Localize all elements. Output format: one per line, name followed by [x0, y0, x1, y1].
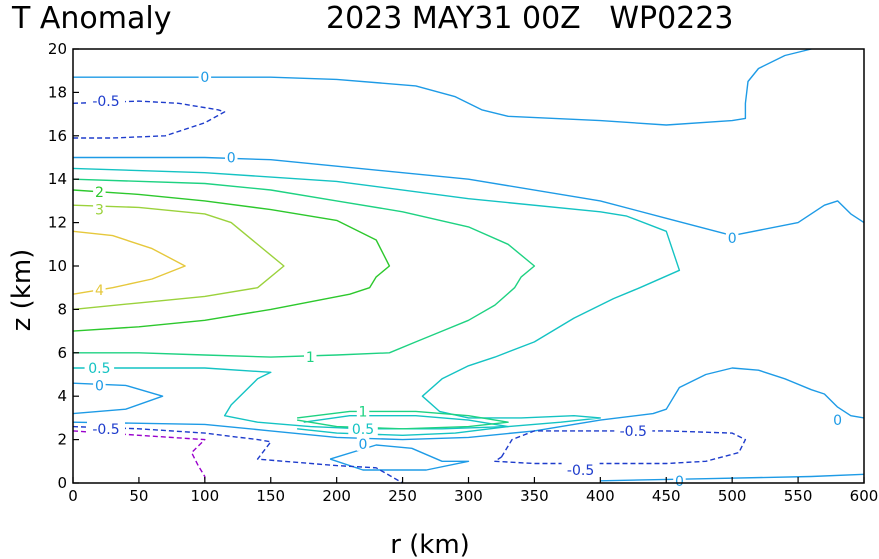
contour-line-neg0p5-14 [72, 425, 403, 484]
contour-label-bg-8 [84, 360, 115, 375]
contour-label-bg-13 [356, 435, 370, 451]
contour-label-bg-15 [831, 412, 844, 428]
x-tick-label-400: 400 [586, 487, 615, 505]
y-tick-label-6: 6 [57, 344, 67, 362]
y-tick-label-0: 0 [57, 474, 67, 492]
contour-line-0p5-6 [72, 167, 681, 430]
y-tick-label-18: 18 [48, 83, 67, 101]
contour-label-bg-16 [561, 462, 600, 477]
contour-line-0-0 [73, 48, 812, 126]
contour-label-bg-4 [93, 201, 106, 217]
contour-line-neg0p5-13 [72, 100, 226, 139]
contour-label-bg-14 [614, 422, 653, 438]
x-tick-label-450: 450 [652, 487, 681, 505]
x-tick-label-350: 350 [520, 487, 549, 505]
contour-line-4-12 [72, 230, 186, 295]
contour-label-bg-2 [225, 149, 238, 165]
contour-line-0-3 [72, 367, 865, 441]
contour-label-6: 4 [95, 283, 104, 299]
contour-label-bg-5 [725, 229, 739, 245]
contour-line-0-2 [72, 382, 164, 415]
chart-title-left: T Anomaly [11, 1, 171, 36]
y-tick-label-10: 10 [48, 257, 67, 275]
x-tick-label-50: 50 [129, 487, 148, 505]
x-tick-label-150: 150 [256, 487, 285, 505]
contour-line-3-11 [72, 204, 285, 311]
contour-label-bg-17 [673, 472, 686, 488]
contour-line-0-4 [329, 444, 470, 471]
contour-label-2: 0 [227, 151, 236, 167]
contour-label-1: -0.5 [92, 94, 119, 110]
contour-label-16: -0.5 [567, 463, 594, 479]
contour-label-7: 1 [306, 350, 315, 366]
contour-label-bg-9 [93, 377, 106, 393]
x-axis-label: r (km) [390, 530, 470, 559]
contour-label-9: 0 [95, 378, 104, 394]
y-tick-label-16: 16 [48, 127, 67, 145]
contour-label-17: 0 [675, 474, 684, 490]
x-tick-label-600: 600 [850, 487, 879, 505]
contour-line-1-9 [296, 410, 509, 430]
contour-label-12: -0.5 [92, 422, 119, 438]
x-tick-label-300: 300 [454, 487, 483, 505]
y-tick-label-12: 12 [48, 214, 67, 232]
contour-line-1-8 [72, 178, 536, 358]
contour-label-bg-10 [356, 403, 370, 419]
x-tick-label-500: 500 [718, 487, 747, 505]
contour-label-15: 0 [833, 413, 842, 429]
contour-line-0-1 [73, 156, 865, 237]
x-axis: 0 50 100 150 200 250 300 350 400 450 500 550 600 [68, 477, 878, 505]
x-tick-label-550: 550 [784, 487, 813, 505]
contour-label-bg-12 [87, 420, 125, 436]
contour-lines [72, 48, 865, 484]
contour-line-0-5 [600, 473, 865, 482]
contour-label-bg-0 [198, 69, 212, 85]
y-axis: 0 2 4 6 8 10 12 14 16 18 20 [48, 40, 79, 492]
contour-label-14: -0.5 [620, 424, 647, 440]
contour-line-2-10 [72, 189, 391, 332]
contour-line-neg1-16 [72, 430, 206, 483]
contour-label-3: 2 [95, 185, 104, 201]
y-axis-label: z (km) [7, 249, 37, 332]
contour-label-5: 0 [728, 231, 737, 247]
y-tick-label-2: 2 [57, 431, 67, 449]
contour-label-0: 0 [200, 70, 209, 86]
contour-label-bg-3 [93, 184, 106, 200]
y-tick-label-4: 4 [57, 387, 67, 405]
chart-title-right: 2023 MAY31 00Z WP0223 [326, 1, 733, 36]
contour-label-8: 0.5 [88, 361, 110, 377]
contour-label-4: 3 [95, 203, 104, 219]
contour-line-neg0p5-15 [494, 430, 747, 465]
contour-label-13: 0 [359, 437, 368, 453]
y-tick-label-8: 8 [57, 300, 67, 318]
contour-label-bg-6 [93, 281, 106, 297]
x-tick-label-250: 250 [388, 487, 417, 505]
contour-label-bg-7 [304, 349, 317, 365]
x-tick-label-200: 200 [322, 487, 351, 505]
y-tick-label-20: 20 [48, 40, 67, 58]
contour-label-10: 1 [359, 404, 368, 420]
x-tick-label-0: 0 [68, 487, 78, 505]
contour-label-bg-11 [348, 420, 378, 436]
contour-label-bg-1 [87, 93, 125, 109]
x-tick-label-100: 100 [191, 487, 220, 505]
y-tick-label-14: 14 [48, 170, 67, 188]
contour-label-11: 0.5 [352, 422, 374, 438]
